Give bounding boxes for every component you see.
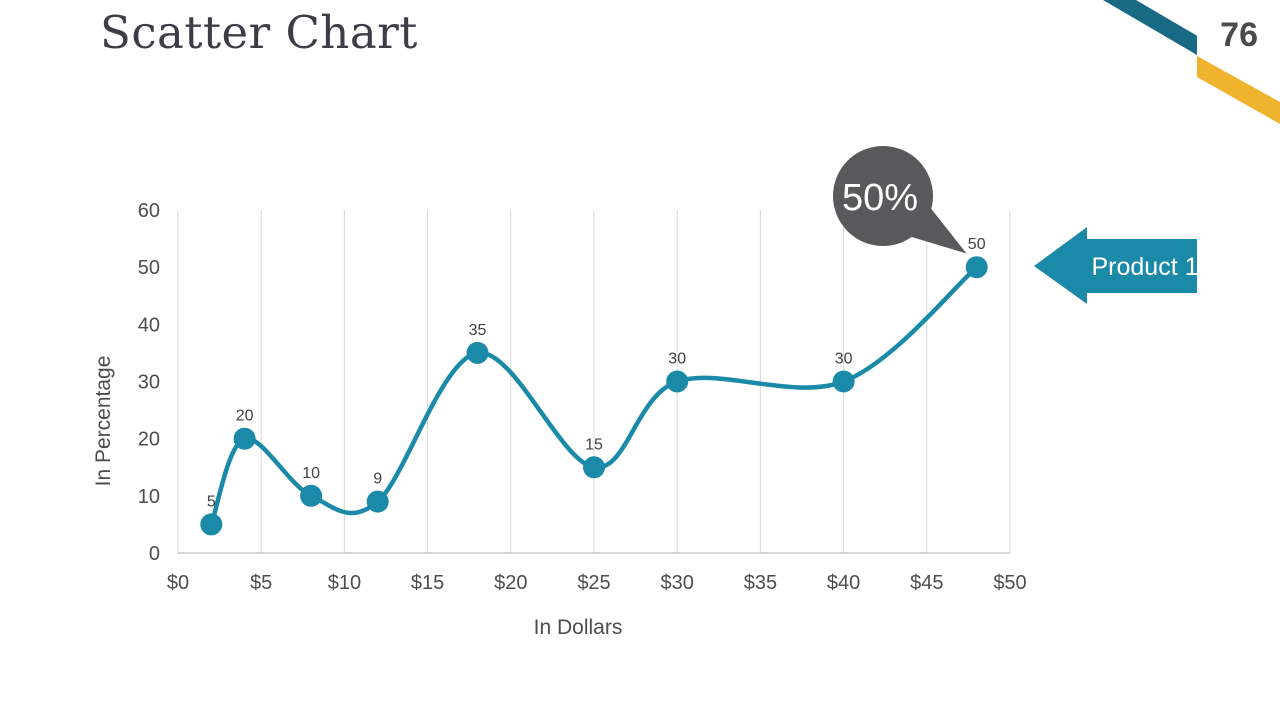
chart-series-product1[interactable]: [200, 256, 988, 536]
slide-title: Scatter Chart: [100, 6, 418, 59]
x-tick-label: $35: [744, 572, 777, 594]
data-point-marker: [832, 370, 855, 393]
x-tick-label: $25: [577, 572, 610, 594]
x-tick-label: $5: [250, 572, 272, 594]
y-tick-label: 60: [138, 200, 160, 222]
data-point-marker: [466, 341, 489, 364]
x-tick-label: $30: [661, 572, 694, 594]
x-tick-label: $0: [167, 572, 189, 594]
corner-ribbons: [1103, 0, 1280, 124]
y-tick-label: 0: [149, 543, 160, 565]
x-tick-label: $20: [494, 572, 527, 594]
y-tick-label: 30: [138, 372, 160, 394]
x-axis-title: In Dollars: [534, 616, 623, 639]
data-point-marker: [233, 427, 256, 450]
corner-ribbon-yellow-icon: [1197, 56, 1280, 124]
data-point-label: 30: [835, 351, 853, 368]
data-point-marker: [200, 513, 223, 536]
data-point-label: 35: [469, 322, 487, 339]
x-tick-label: $40: [827, 572, 860, 594]
data-point-label: 5: [207, 493, 216, 510]
x-tick-label: $15: [411, 572, 444, 594]
callout-circle: [833, 146, 933, 246]
left-arrow-icon: [1034, 227, 1197, 304]
data-point-marker: [583, 456, 605, 479]
data-point-label: 15: [585, 436, 603, 453]
y-tick-label: 50: [138, 257, 160, 279]
chart-tick-labels: $0 $5 $10 $15 $20 $25 $30 $35 $40 $45 $50 0 10 20 30 40…: [138, 200, 1027, 594]
data-point-label: 50: [968, 236, 986, 253]
y-axis-title: In Percentage: [92, 356, 115, 487]
data-point-label: 20: [236, 408, 254, 425]
data-point-marker: [366, 490, 389, 513]
y-tick-label: 10: [138, 486, 160, 508]
y-tick-label: 40: [138, 314, 160, 336]
series-line: [209, 264, 979, 527]
x-tick-label: $45: [910, 572, 943, 594]
y-tick-label: 20: [138, 429, 160, 451]
x-tick-label: $50: [993, 572, 1026, 594]
product-arrow-label: Product 1: [1091, 253, 1198, 281]
data-point-label: 30: [668, 351, 686, 368]
callout-value: 50%: [842, 177, 918, 219]
chart-data-labels: 5 20 10 9 35 15 30 30 50: [207, 236, 986, 510]
data-point-marker: [666, 370, 689, 393]
product-arrow[interactable]: Product 1: [1034, 227, 1199, 304]
data-point-label: 10: [302, 465, 320, 482]
corner-ribbon-teal-icon: [1103, 0, 1197, 55]
data-point-label: 9: [373, 471, 382, 488]
page-number: 76: [1220, 16, 1258, 54]
data-point-marker: [965, 256, 988, 279]
x-tick-label: $10: [328, 572, 361, 594]
callout-bubble[interactable]: 50%: [833, 146, 967, 254]
data-point-marker: [300, 484, 323, 507]
